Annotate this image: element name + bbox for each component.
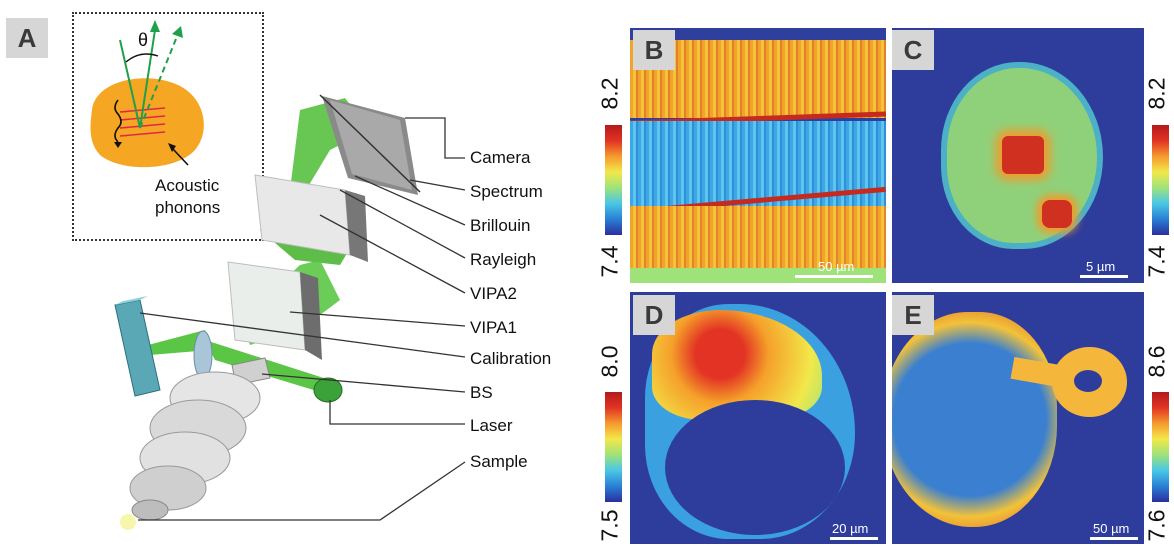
label-camera: Camera: [470, 148, 531, 167]
panel-e-map: [892, 292, 1144, 544]
panel-b-scalebar-label: 50 µm: [818, 259, 855, 274]
panel-c-scalebar-label: 5 µm: [1086, 259, 1116, 274]
panel-b-scalebar: [795, 275, 873, 278]
label-vipa2: VIPA2: [470, 284, 517, 303]
label-rayleigh: Rayleigh: [470, 250, 537, 269]
scattered-beam-dashed: [139, 33, 179, 129]
panel-b-map: [630, 28, 886, 283]
panel-d-colorbar: [605, 392, 622, 502]
inset-phonons-label: phonons: [155, 198, 221, 217]
panel-e-colorbar: [1152, 392, 1169, 502]
panel-e-label: E: [892, 295, 934, 335]
panel-e-scalebar-label: 50 µm: [1093, 521, 1130, 536]
panel-e-cbar-bottom: 7.6: [1143, 509, 1170, 542]
objective: [120, 371, 261, 530]
panel-d-scalebar: [830, 537, 878, 540]
panel-c-cbar-top: 8.2: [1143, 77, 1170, 110]
inset-acoustic-label: Acoustic: [155, 176, 220, 195]
inset-theta-label: θ: [138, 30, 149, 50]
label-brillouin: Brillouin: [470, 216, 531, 235]
panel-c-map: [892, 28, 1144, 283]
label-bs: BS: [470, 383, 493, 402]
inset-frame: [72, 12, 264, 241]
panel-c-cbar-bottom: 7.4: [1143, 245, 1170, 278]
label-spectrum: Spectrum: [470, 182, 543, 201]
panel-a-label: A: [6, 18, 48, 58]
label-vipa1: VIPA1: [470, 318, 517, 337]
panel-d-scalebar-label: 20 µm: [832, 521, 869, 536]
vipa2-plate: [254, 174, 351, 256]
panel-b-cbar-bottom: 7.4: [596, 245, 623, 278]
panel-c-scalebar: [1080, 275, 1128, 278]
scattered-beam: [139, 29, 156, 129]
phonon-squiggle: [114, 99, 122, 143]
label-sample: Sample: [470, 452, 528, 471]
panel-d-cbar-top: 8.0: [596, 345, 623, 378]
laser: [313, 377, 343, 403]
label-laser: Laser: [470, 416, 513, 435]
panel-c-label: C: [892, 30, 934, 70]
panel-b-cbar-top: 8.2: [596, 77, 623, 110]
panel-c-colorbar: [1152, 125, 1169, 235]
panel-d-label: D: [633, 295, 675, 335]
panel-b-colorbar: [605, 125, 622, 235]
panel-e-cbar-top: 8.6: [1143, 345, 1170, 378]
panel-b-label: B: [633, 30, 675, 70]
panel-d-map: [630, 292, 886, 544]
panel-d-cbar-bottom: 7.5: [596, 509, 623, 542]
cell-blob: [90, 78, 204, 168]
incident-beam: [119, 39, 141, 129]
panel-e-scalebar: [1090, 537, 1138, 540]
label-calibration: Calibration: [470, 349, 552, 368]
vipa1-plate: [227, 261, 306, 351]
